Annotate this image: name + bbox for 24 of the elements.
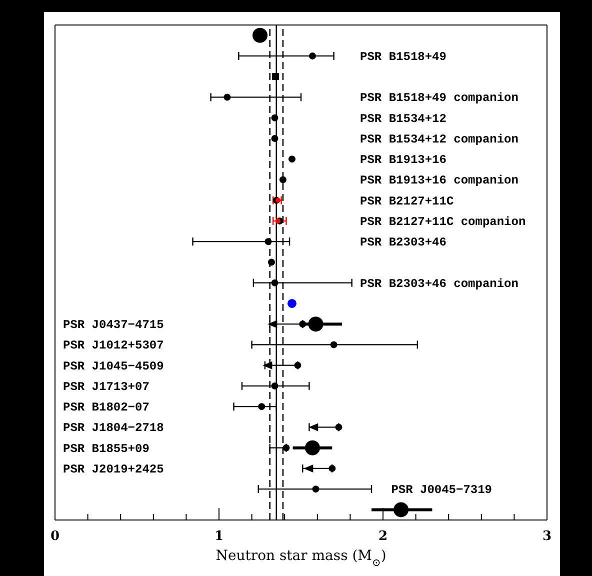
y-tick-label: PSR B1534+12 bbox=[360, 112, 446, 126]
y-tick-label: PSR J0437−4715 bbox=[63, 318, 164, 332]
y-tick-label: PSR B1802−07 bbox=[63, 400, 150, 415]
y-tick-label: PSR J1012+5307 bbox=[63, 338, 164, 353]
y-tick-label: PSR B1913+16 companion bbox=[360, 174, 518, 188]
y-tick-label: PSR B1518+49 companion bbox=[360, 91, 518, 106]
y-tick-label: PSR B1534+12 companion bbox=[360, 132, 518, 146]
y-tick-label: PSR B2303+46 bbox=[360, 236, 446, 250]
x-tick-label: 0 bbox=[50, 529, 60, 544]
y-tick-label: PSR B2127+11C companion bbox=[360, 214, 526, 229]
y-tick-label: PSR J1045−4509 bbox=[63, 359, 164, 374]
y-tick-label: PSR B2303+46 companion bbox=[360, 276, 518, 291]
y-tick-label: PSR J0045−7319 bbox=[391, 483, 492, 498]
x-tick-label: 2 bbox=[378, 529, 388, 544]
y-tick-label: PSR B1855+09 bbox=[63, 442, 150, 456]
y-tick-label: PSR J2019+2425 bbox=[63, 462, 164, 476]
x-tick-label: 1 bbox=[214, 529, 224, 544]
y-tick-label: PSR B1518+49 bbox=[360, 50, 446, 64]
x-tick-label: 3 bbox=[542, 529, 552, 544]
y-tick-label: PSR B1913+16 bbox=[360, 153, 446, 168]
x-axis-title: Neutron star mass (M$_{⊙}$) bbox=[216, 548, 386, 569]
y-tick-label: PSR J1713+07 bbox=[63, 380, 150, 394]
y-tick-label: PSR J1804−2718 bbox=[63, 421, 164, 436]
y-tick-label: PSR B2127+11C bbox=[360, 194, 454, 208]
